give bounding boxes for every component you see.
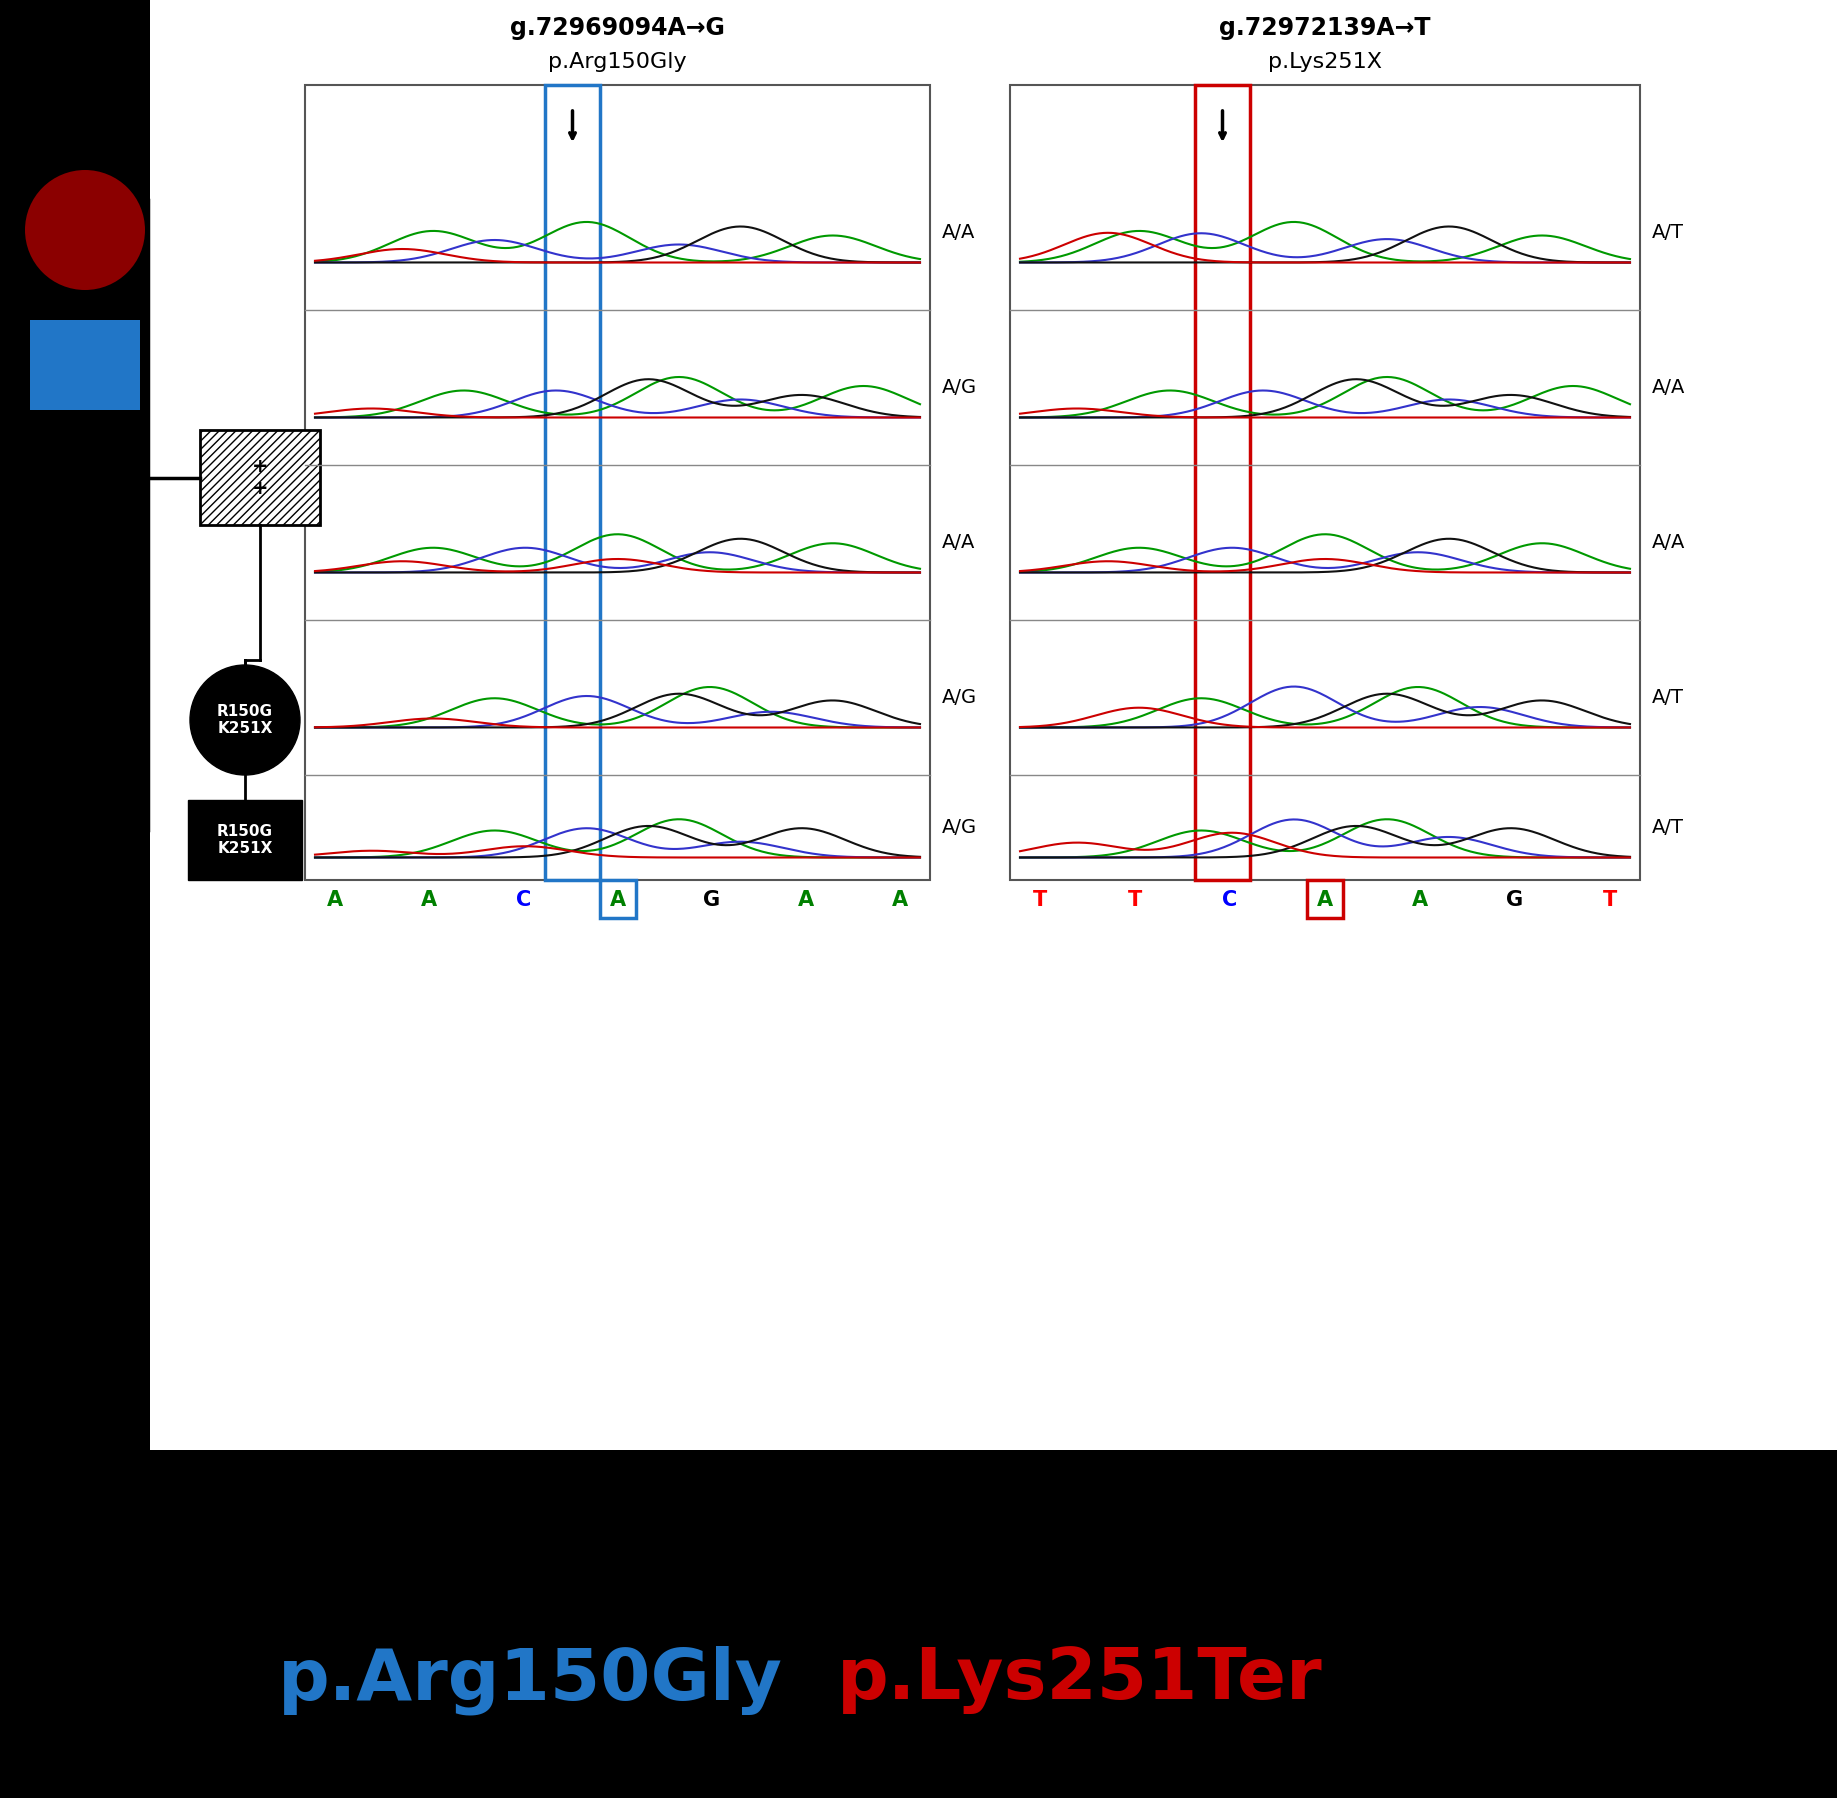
Text: A/A: A/A [1651, 378, 1685, 397]
Text: g.72972139A→T: g.72972139A→T [1220, 16, 1431, 40]
Text: g.72969094A→G: g.72969094A→G [511, 16, 726, 40]
Bar [1010, 85, 1640, 879]
Text: p.Arg150Gly: p.Arg150Gly [547, 52, 687, 72]
Bar [599, 879, 636, 919]
Text: p.Lys251X: p.Lys251X [1268, 52, 1381, 72]
Text: A: A [1413, 890, 1427, 910]
Text: C: C [1222, 890, 1238, 910]
Text: R150G
K251X: R150G K251X [217, 703, 274, 735]
Bar [1196, 85, 1249, 879]
Text: G: G [1506, 890, 1523, 910]
Text: A: A [1317, 890, 1334, 910]
Text: T: T [1032, 890, 1047, 910]
Text: A/A: A/A [1651, 532, 1685, 552]
Text: A/G: A/G [942, 378, 977, 397]
Text: p.Lys251Ter: p.Lys251Ter [838, 1645, 1323, 1715]
Text: p.Arg150Gly: p.Arg150Gly [277, 1645, 783, 1715]
Bar [546, 85, 601, 879]
Text: A/G: A/G [942, 818, 977, 838]
Bar [200, 430, 320, 525]
Text: +
+: + + [252, 457, 268, 498]
Text: A/A: A/A [942, 532, 975, 552]
Text: C: C [516, 890, 531, 910]
Text: A/T: A/T [1651, 689, 1685, 707]
Bar [29, 320, 140, 410]
Text: A/A: A/A [942, 223, 975, 243]
Bar [305, 85, 930, 879]
Text: A: A [610, 890, 626, 910]
Text: A: A [893, 890, 907, 910]
Text: T: T [1604, 890, 1617, 910]
Text: A: A [327, 890, 344, 910]
Text: A/T: A/T [1651, 818, 1685, 838]
Text: A: A [797, 890, 814, 910]
Bar [1306, 879, 1343, 919]
Text: G: G [704, 890, 720, 910]
Text: A/G: A/G [942, 689, 977, 707]
Circle shape [26, 171, 145, 289]
Text: T: T [1128, 890, 1143, 910]
Text: A/T: A/T [1651, 223, 1685, 243]
Bar [151, 0, 1837, 1449]
Text: R150G
K251X: R150G K251X [217, 823, 274, 856]
Text: A: A [421, 890, 437, 910]
Bar [187, 800, 301, 879]
Circle shape [189, 665, 299, 775]
